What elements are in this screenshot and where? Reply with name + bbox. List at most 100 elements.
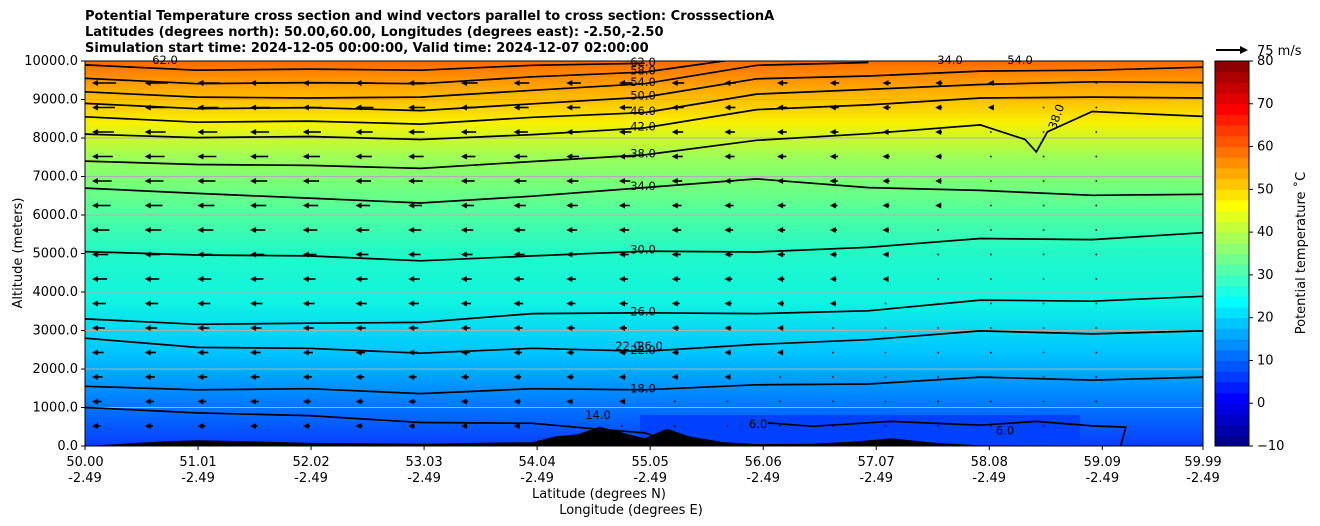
wind-vector-head — [566, 80, 573, 86]
wind-vector-dot — [1095, 82, 1098, 84]
wind-vector-dot — [990, 327, 992, 329]
wind-vector-head — [724, 178, 731, 184]
wind-vector-dot — [1095, 180, 1098, 182]
wind-vector-head — [92, 202, 98, 209]
wind-vector-head — [355, 251, 362, 258]
wind-vector-head — [408, 423, 415, 429]
wind-vector-head — [355, 349, 362, 356]
colorbar-swatch — [1215, 317, 1249, 329]
wind-vector-head — [302, 398, 309, 405]
wind-vector-head — [882, 227, 889, 233]
contour-line-22 — [85, 330, 1203, 355]
wind-vector-head — [829, 202, 836, 209]
wind-vector-head — [671, 227, 678, 233]
contour-line-26 — [85, 295, 1203, 326]
contour-line-30 — [85, 231, 1203, 262]
wind-vector-head — [197, 104, 204, 111]
wind-vector-head — [513, 178, 520, 184]
colorbar-swatch — [1215, 242, 1249, 254]
contour-line-6 — [767, 420, 1127, 446]
wind-vector-dot — [1042, 425, 1045, 427]
wind-vector-dot — [1042, 229, 1045, 231]
wind-vector-head — [92, 423, 98, 429]
colorbar-swatch — [1215, 114, 1249, 126]
colorbar-swatch — [1215, 200, 1249, 212]
wind-vector-dot — [884, 302, 887, 305]
y-tick-label: 5000.0 — [33, 247, 79, 262]
colorbar-swatch — [1215, 61, 1249, 73]
colorbar-swatch — [1215, 435, 1249, 447]
wind-vector-head — [829, 80, 836, 86]
y-tick-label: 9000.0 — [33, 93, 79, 108]
wind-vector-dot — [937, 253, 940, 256]
wind-vector-head — [197, 178, 204, 184]
wind-key: 75 m/s — [1216, 44, 1302, 59]
colorbar-swatch — [1215, 349, 1249, 361]
wind-vector-dot — [1042, 278, 1045, 280]
wind-vector-head — [513, 129, 520, 135]
contour-line-34 — [85, 178, 1203, 204]
wind-vector-head — [302, 153, 309, 160]
wind-vector-dot — [779, 376, 781, 378]
wind-vector-head — [724, 80, 731, 86]
y-tick-label: 10000.0 — [24, 54, 78, 69]
wind-vector-dot — [831, 376, 834, 378]
wind-vector-head — [513, 423, 520, 429]
wind-vector-dot — [1042, 106, 1045, 109]
wind-vector-dot — [1095, 351, 1098, 354]
wind-vector-head — [829, 104, 836, 111]
wind-vector-head — [777, 104, 784, 111]
wind-vector-head — [566, 398, 573, 405]
wind-vector-head — [144, 398, 151, 405]
wind-vector-head — [355, 325, 362, 331]
wind-vector-head — [882, 129, 889, 135]
wind-vector-head — [302, 129, 309, 135]
y-tick-label: 7000.0 — [33, 170, 79, 185]
colorbar-swatch — [1215, 232, 1249, 244]
wind-vector-head — [671, 251, 678, 258]
wind-vector-head — [724, 129, 731, 135]
wind-vector-head — [619, 349, 625, 356]
wind-vector-head — [882, 153, 889, 160]
wind-vector-head — [92, 178, 98, 184]
wind-vector-dot — [568, 425, 571, 427]
wind-vector-head — [671, 80, 678, 86]
contour-label: 26.0 — [630, 304, 656, 318]
wind-vector-dot — [1042, 82, 1045, 84]
wind-vector-head — [987, 80, 994, 86]
colorbar-swatch — [1215, 125, 1249, 137]
wind-vector-head — [144, 80, 151, 86]
y-tick-label: 3000.0 — [33, 324, 79, 339]
y-tick-label: 4000.0 — [33, 285, 79, 300]
wind-vector-head — [566, 325, 573, 331]
contour-label: 46.0 — [630, 104, 656, 118]
wind-vector-head — [671, 374, 678, 380]
wind-vector-dot — [937, 327, 940, 329]
wind-vector-head — [197, 202, 204, 209]
contour-label: 6.0 — [996, 423, 1014, 437]
wind-vector-head — [197, 325, 204, 331]
wind-vector-head — [935, 178, 942, 184]
wind-vector-dot — [1095, 302, 1098, 305]
contour-label: 34.0 — [630, 179, 656, 193]
colorbar-swatch — [1215, 82, 1249, 94]
x-tick-label-lat: 53.03 — [405, 455, 442, 470]
wind-vector-head — [987, 104, 994, 111]
contour-label-repeat: 6.0 — [749, 417, 767, 431]
wind-vector-head — [777, 202, 784, 209]
wind-vector-head — [92, 153, 98, 160]
wind-vector-head — [408, 398, 415, 405]
wind-vector-dot — [990, 229, 992, 231]
wind-vector-head — [829, 300, 836, 307]
wind-vector-head — [513, 153, 520, 160]
wind-vector-head — [513, 374, 520, 380]
wind-vector-head — [92, 104, 98, 111]
wind-vector-head — [408, 300, 415, 307]
wind-vector-dot — [990, 400, 992, 403]
wind-vector-head — [513, 276, 520, 282]
wind-key-label: 75 m/s — [1257, 44, 1302, 59]
wind-vector-head — [724, 202, 731, 209]
wind-vector-dot — [937, 302, 940, 305]
wind-vector-head — [566, 153, 573, 160]
wind-vector-head — [144, 349, 151, 356]
